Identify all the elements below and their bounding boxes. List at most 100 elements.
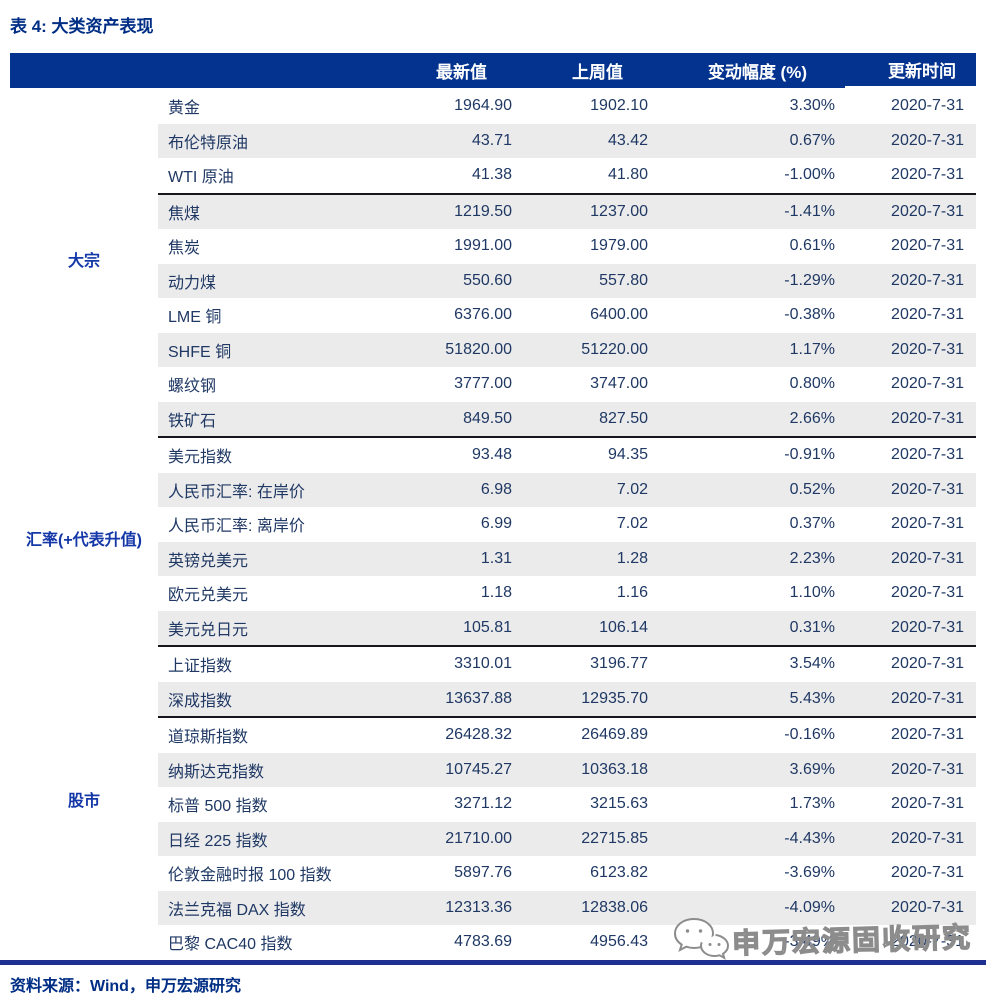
cell-name: 英镑兑美元	[158, 541, 388, 576]
cell-date: 2020-7-31	[845, 263, 976, 298]
cell-change: -1.41%	[658, 192, 845, 229]
cell-last-week: 3215.63	[522, 787, 658, 822]
cell-latest: 93.48	[388, 436, 522, 473]
table-row: 法兰克福 DAX 指数 12313.36 12838.06 -4.09% 2020-7-…	[10, 890, 976, 925]
table-row: 股市 上证指数 3310.01 3196.77 3.54% 2020-7-31	[10, 645, 976, 960]
cell-date: 2020-7-31	[845, 645, 976, 682]
cell-date: 2020-7-31	[845, 332, 976, 367]
column-header-change: 变动幅度 (%)	[658, 53, 845, 88]
cell-change: 0.80%	[658, 367, 845, 402]
cell-last-week: 106.14	[522, 610, 658, 646]
cell-date: 2020-7-31	[845, 192, 976, 229]
cell-date: 2020-7-31	[845, 821, 976, 856]
cell-date: 2020-7-31	[845, 436, 976, 473]
cell-date: 2020-7-31	[845, 681, 976, 717]
table-row: 焦炭 1991.00 1979.00 0.61% 2020-7-31	[10, 229, 976, 264]
cell-latest: 41.38	[388, 158, 522, 194]
cell-name: 焦炭	[158, 229, 388, 264]
cell-change: 2.66%	[658, 401, 845, 437]
category-label: 汇率(+代表升值)	[10, 437, 158, 646]
cell-name: SHFE 铜	[158, 332, 388, 367]
table-row: WTI 原油 41.38 41.80 -1.00% 2020-7-31	[10, 158, 976, 194]
cell-change: 3.54%	[658, 645, 845, 682]
table-row: 人民币汇率: 离岸价 6.99 7.02 0.37% 2020-7-31	[10, 507, 976, 542]
cell-name: WTI 原油	[158, 158, 388, 194]
table-header: 最新值 上周值 变动幅度 (%) 更新时间	[10, 53, 976, 89]
cell-date: 2020-7-31	[845, 367, 976, 402]
cell-latest: 6.99	[388, 507, 522, 542]
cell-latest: 1991.00	[388, 229, 522, 264]
cell-date: 2020-7-31	[845, 890, 976, 925]
table-row: 布伦特原油 43.71 43.42 0.67% 2020-7-31	[10, 123, 976, 158]
cell-change: -3.49%	[658, 925, 845, 960]
table-row: 动力煤 550.60 557.80 -1.29% 2020-7-31	[10, 263, 976, 298]
cell-latest: 5897.76	[388, 856, 522, 891]
table-row: 螺纹钢 3777.00 3747.00 0.80% 2020-7-31	[10, 367, 976, 402]
cell-last-week: 10363.18	[522, 752, 658, 787]
cell-name: 上证指数	[158, 645, 388, 682]
cell-last-week: 1902.10	[522, 87, 658, 124]
cell-last-week: 6123.82	[522, 856, 658, 891]
cell-date: 2020-7-31	[845, 576, 976, 611]
cell-change: 2.23%	[658, 541, 845, 576]
cell-latest: 1219.50	[388, 192, 522, 229]
column-header-last-week: 上周值	[522, 53, 658, 88]
cell-change: 0.31%	[658, 610, 845, 646]
asset-table-body: 大宗 黄金 1964.90 1902.10 3.30% 2020-7-31 布伦特原油 43.…	[10, 87, 976, 960]
cell-latest: 3777.00	[388, 367, 522, 402]
cell-last-week: 1237.00	[522, 192, 658, 229]
cell-latest: 1.31	[388, 541, 522, 576]
cell-date: 2020-7-31	[845, 158, 976, 194]
cell-last-week: 7.02	[522, 472, 658, 507]
cell-latest: 4783.69	[388, 925, 522, 960]
cell-date: 2020-7-31	[845, 716, 976, 753]
cell-change: 0.52%	[658, 472, 845, 507]
bottom-rule	[0, 959, 986, 965]
cell-name: 标普 500 指数	[158, 787, 388, 822]
cell-name: 人民币汇率: 离岸价	[158, 507, 388, 542]
cell-name: 黄金	[158, 87, 388, 124]
table-row: 道琼斯指数 26428.32 26469.89 -0.16% 2020-7-31	[10, 716, 976, 753]
cell-name: 道琼斯指数	[158, 716, 388, 753]
cell-date: 2020-7-31	[845, 472, 976, 507]
cell-latest: 6376.00	[388, 298, 522, 333]
cell-last-week: 4956.43	[522, 925, 658, 960]
cell-change: -0.91%	[658, 436, 845, 473]
cell-last-week: 1979.00	[522, 229, 658, 264]
table-row: 标普 500 指数 3271.12 3215.63 1.73% 2020-7-31	[10, 787, 976, 822]
cell-last-week: 94.35	[522, 436, 658, 473]
cell-last-week: 51220.00	[522, 332, 658, 367]
cell-last-week: 1.16	[522, 576, 658, 611]
cell-change: -1.29%	[658, 263, 845, 298]
cell-change: 0.61%	[658, 229, 845, 264]
cell-date: 2020-7-31	[845, 229, 976, 264]
cell-name: 纳斯达克指数	[158, 752, 388, 787]
cell-latest: 550.60	[388, 263, 522, 298]
table-row: 欧元兑美元 1.18 1.16 1.10% 2020-7-31	[10, 576, 976, 611]
asset-performance-table: 最新值 上周值 变动幅度 (%) 更新时间 大宗 黄金 1964.90 1902.10…	[10, 53, 976, 960]
cell-name: 美元指数	[158, 436, 388, 473]
cell-latest: 105.81	[388, 610, 522, 646]
cell-name: 欧元兑美元	[158, 576, 388, 611]
cell-name: 螺纹钢	[158, 367, 388, 402]
cell-last-week: 41.80	[522, 158, 658, 194]
table-row: 人民币汇率: 在岸价 6.98 7.02 0.52% 2020-7-31	[10, 472, 976, 507]
cell-last-week: 12935.70	[522, 681, 658, 717]
cell-last-week: 827.50	[522, 401, 658, 437]
table-row: 深成指数 13637.88 12935.70 5.43% 2020-7-31	[10, 681, 976, 717]
category-label: 大宗	[10, 87, 158, 437]
cell-name: 动力煤	[158, 263, 388, 298]
table-row: LME 铜 6376.00 6400.00 -0.38% 2020-7-31	[10, 298, 976, 333]
cell-last-week: 1.28	[522, 541, 658, 576]
header-name-spacer	[158, 53, 388, 88]
table-row: 巴黎 CAC40 指数 4783.69 4956.43 -3.49% 2020-7-31	[10, 925, 976, 960]
cell-name: 布伦特原油	[158, 123, 388, 158]
column-header-date: 更新时间	[845, 53, 976, 89]
cell-change: -0.38%	[658, 298, 845, 333]
cell-date: 2020-7-31	[845, 298, 976, 333]
table-row: 汇率(+代表升值) 美元指数 93.48 94.35 -0.91% 2020-7-31	[10, 436, 976, 646]
table-row: 英镑兑美元 1.31 1.28 2.23% 2020-7-31	[10, 541, 976, 576]
cell-latest: 3271.12	[388, 787, 522, 822]
cell-date: 2020-7-31	[845, 541, 976, 576]
